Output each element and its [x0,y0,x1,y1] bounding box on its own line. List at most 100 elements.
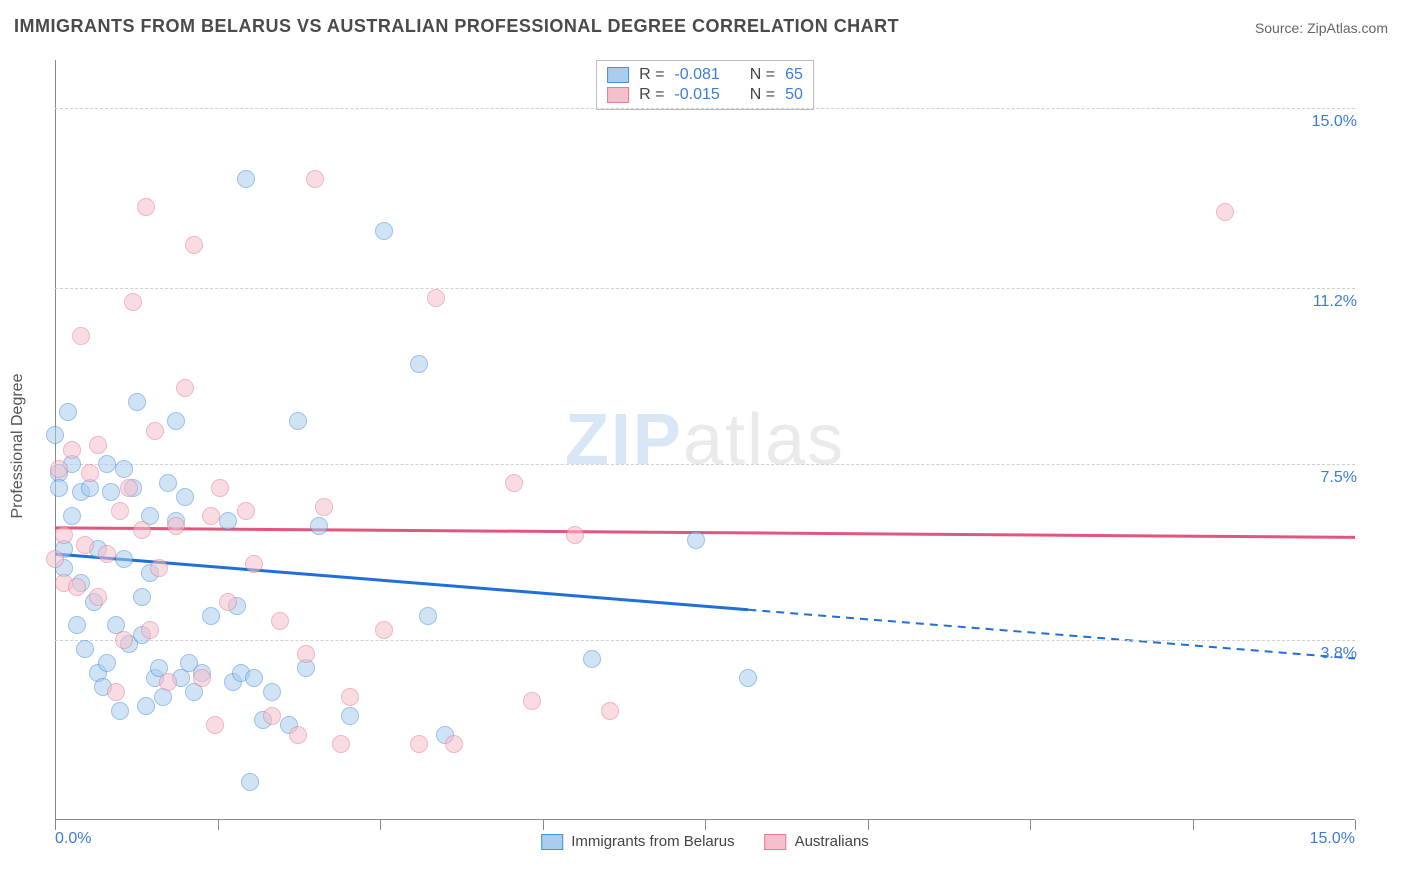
data-point-belarus [68,616,86,634]
data-point-australians [159,673,177,691]
data-point-australians [185,236,203,254]
x-tick [380,820,381,830]
data-point-belarus [237,170,255,188]
data-point-australians [72,327,90,345]
x-tick [1030,820,1031,830]
data-point-belarus [583,650,601,668]
data-point-australians [176,379,194,397]
watermark: ZIPatlas [565,399,845,481]
data-point-belarus [159,474,177,492]
legend-label-australians: Australians [795,833,869,850]
data-point-belarus [115,460,133,478]
n-label: N = [750,86,775,104]
x-tick-label: 0.0% [55,830,91,848]
x-tick [55,820,56,830]
data-point-australians [306,170,324,188]
data-point-australians [81,464,99,482]
data-point-australians [375,621,393,639]
data-point-belarus [219,512,237,530]
data-point-australians [297,645,315,663]
r-label: R = [639,86,664,104]
data-point-australians [445,735,463,753]
data-point-australians [427,289,445,307]
data-point-belarus [310,517,328,535]
data-point-belarus [50,479,68,497]
data-point-belarus [59,403,77,421]
data-point-australians [410,735,428,753]
watermark-zip: ZIP [565,400,683,480]
swatch-belarus [541,834,563,850]
plot-area: ZIPatlas R = -0.081 N = 65 R = -0.015 N … [55,60,1355,820]
y-axis-title: Professional Degree [9,374,27,519]
data-point-belarus [76,640,94,658]
x-tick [218,820,219,830]
data-point-belarus [341,707,359,725]
data-point-australians [341,688,359,706]
legend-label-belarus: Immigrants from Belarus [571,833,734,850]
data-point-australians [237,502,255,520]
swatch-australians [765,834,787,850]
r-label: R = [639,66,664,84]
data-point-belarus [687,531,705,549]
r-value-australians: -0.015 [674,86,719,104]
chart-container: IMMIGRANTS FROM BELARUS VS AUSTRALIAN PR… [0,0,1406,892]
grid-line [55,640,1355,641]
n-value-australians: 50 [785,86,803,104]
data-point-australians [50,460,68,478]
data-point-belarus [375,222,393,240]
data-point-australians [107,683,125,701]
y-tick-label: 7.5% [1321,469,1357,487]
data-point-belarus [167,412,185,430]
data-point-belarus [419,607,437,625]
data-point-belarus [137,697,155,715]
data-point-australians [124,293,142,311]
n-value-belarus: 65 [785,66,803,84]
data-point-belarus [98,654,116,672]
n-label: N = [750,66,775,84]
data-point-australians [150,559,168,577]
data-point-australians [332,735,350,753]
data-point-belarus [739,669,757,687]
data-point-belarus [176,488,194,506]
data-point-australians [137,198,155,216]
data-point-australians [219,593,237,611]
x-tick [705,820,706,830]
data-point-australians [263,707,281,725]
x-tick [1355,820,1356,830]
legend-item-australians: Australians [765,833,869,850]
data-point-australians [133,521,151,539]
data-point-australians [211,479,229,497]
data-point-belarus [63,507,81,525]
data-point-australians [55,526,73,544]
swatch-australians [607,87,629,103]
data-point-australians [89,436,107,454]
grid-line [55,464,1355,465]
data-point-australians [120,479,138,497]
x-tick [543,820,544,830]
data-point-belarus [102,483,120,501]
data-point-australians [566,526,584,544]
data-point-belarus [410,355,428,373]
data-point-australians [167,517,185,535]
data-point-belarus [202,607,220,625]
data-point-belarus [263,683,281,701]
x-tick [1193,820,1194,830]
data-point-australians [193,669,211,687]
data-point-belarus [245,669,263,687]
data-point-belarus [98,455,116,473]
data-point-australians [271,612,289,630]
data-point-australians [76,536,94,554]
legend-item-belarus: Immigrants from Belarus [541,833,734,850]
data-point-belarus [115,550,133,568]
swatch-belarus [607,67,629,83]
trend-line-australians [55,528,1355,538]
trend-line-dashed-belarus [748,610,1355,659]
legend-row-australians: R = -0.015 N = 50 [607,85,803,105]
data-point-belarus [289,412,307,430]
data-point-australians [111,502,129,520]
grid-line [55,108,1355,109]
data-point-australians [315,498,333,516]
data-point-australians [505,474,523,492]
data-point-belarus [46,426,64,444]
data-point-australians [98,545,116,563]
